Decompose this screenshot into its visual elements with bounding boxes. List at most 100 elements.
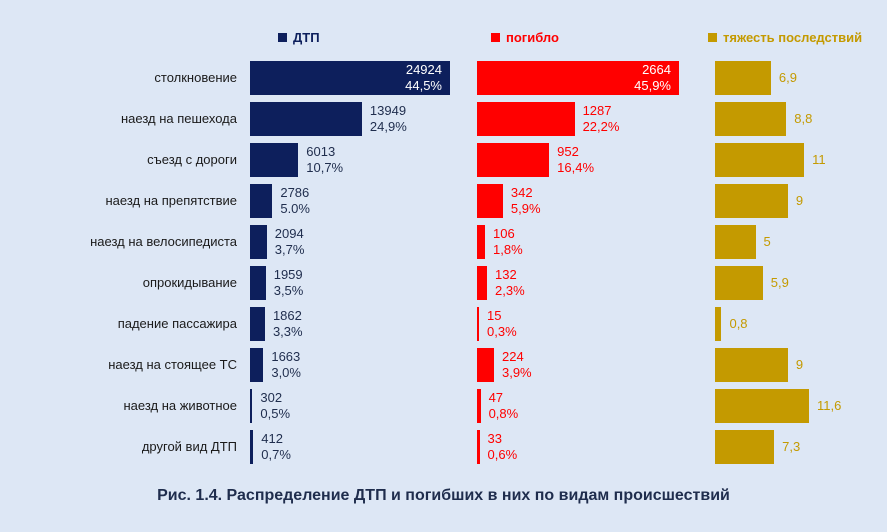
data-value: 1862 xyxy=(272,308,302,323)
data-percent: 45,9% xyxy=(634,78,671,93)
data-value: 15 xyxy=(487,308,502,323)
bar-2 xyxy=(715,307,722,341)
data-label-1: 33 0,6% xyxy=(488,431,518,463)
data-percent: 3,7% xyxy=(274,242,305,257)
data-percent: 1,8% xyxy=(493,242,523,257)
legend-item-1: погибло xyxy=(491,30,559,45)
data-label-2: 11 xyxy=(812,152,826,167)
data-label-2: 7,3 xyxy=(782,439,801,454)
bar-2 xyxy=(715,143,805,177)
data-value: 952 xyxy=(557,144,579,159)
category-label: наезд на велосипедиста xyxy=(90,234,237,249)
category-label: столкновение xyxy=(154,70,237,85)
data-value: 2094 xyxy=(274,226,304,241)
data-label-0: 302 0,5% xyxy=(260,390,290,422)
data-label-0: 2786 5.0% xyxy=(280,185,310,217)
bar-1 xyxy=(477,389,481,423)
bar-1 xyxy=(477,266,487,300)
data-label-1: 106 1,8% xyxy=(493,226,523,258)
data-label-0: 24924 44,5% xyxy=(390,62,442,94)
data-percent: 3,5% xyxy=(273,283,304,298)
legend-item-0: ДТП xyxy=(278,30,320,45)
data-percent: 5.0% xyxy=(280,201,310,216)
data-label-1: 2664 45,9% xyxy=(619,62,671,94)
data-value: 6013 xyxy=(306,144,336,159)
bar-0 xyxy=(250,348,264,382)
data-percent: 3,9% xyxy=(501,365,532,380)
data-percent: 3,3% xyxy=(272,324,303,339)
category-label: наезд на животное xyxy=(123,398,237,413)
bar-1 xyxy=(477,430,480,464)
data-value: 2786 xyxy=(280,185,310,200)
data-value: 1663 xyxy=(271,349,301,364)
data-value: 412 xyxy=(261,431,283,446)
data-value: 33 xyxy=(487,431,502,446)
data-label-2: 11,6 xyxy=(817,398,842,413)
legend-item-2: тяжесть последствий xyxy=(708,30,862,45)
data-value: 106 xyxy=(493,226,515,241)
data-label-2: 0,8 xyxy=(729,316,748,331)
category-label: падение пассажира xyxy=(117,316,237,331)
data-label-2: 5 xyxy=(763,234,771,249)
legend-swatch xyxy=(278,33,287,42)
category-label: наезд на пешехода xyxy=(120,111,237,126)
data-percent: 16,4% xyxy=(557,160,595,175)
bar-2 xyxy=(715,184,788,218)
data-percent: 0,7% xyxy=(261,447,291,462)
bar-1 xyxy=(477,102,575,136)
data-value: 24924 xyxy=(405,62,442,77)
category-label: опрокидывание xyxy=(142,275,237,290)
bar-0 xyxy=(250,184,273,218)
data-label-1: 1287 22,2% xyxy=(583,103,620,135)
data-label-0: 1959 3,5% xyxy=(274,267,304,299)
category-label: наезд на стоящее ТС xyxy=(108,357,237,372)
bar-0 xyxy=(250,266,266,300)
data-label-1: 224 3,9% xyxy=(502,349,532,381)
bar-1 xyxy=(477,307,479,341)
bar-1 xyxy=(477,348,494,382)
figure-caption: Рис. 1.4. Распределение ДТП и погибших в… xyxy=(157,487,730,504)
data-label-0: 1663 3,0% xyxy=(271,349,301,381)
bar-2 xyxy=(715,348,788,382)
legend-swatch xyxy=(491,33,500,42)
data-percent: 0,6% xyxy=(487,447,518,462)
bar-1 xyxy=(477,61,679,95)
data-percent: 3,0% xyxy=(271,365,301,380)
bar-2 xyxy=(715,102,787,136)
bar-1 xyxy=(477,184,503,218)
data-percent: 0,8% xyxy=(488,406,519,421)
data-percent: 44,5% xyxy=(405,78,442,93)
data-label-1: 342 5,9% xyxy=(511,185,541,217)
data-percent: 10,7% xyxy=(306,160,344,175)
data-label-2: 5,9 xyxy=(770,275,789,290)
bar-0 xyxy=(250,225,267,259)
data-value: 47 xyxy=(488,390,504,405)
bar-0 xyxy=(250,389,253,423)
bar-2 xyxy=(715,430,775,464)
data-value: 2664 xyxy=(642,62,671,77)
data-label-2: 9 xyxy=(795,357,804,372)
legend-label: тяжесть последствий xyxy=(723,30,863,45)
data-value: 342 xyxy=(510,185,533,200)
data-percent: 0,5% xyxy=(260,406,291,421)
bar-1 xyxy=(477,143,550,177)
data-value: 132 xyxy=(495,267,517,282)
data-value: 1287 xyxy=(582,103,612,118)
data-label-0: 1862 3,3% xyxy=(273,308,303,340)
category-label: другой вид ДТП xyxy=(141,439,237,454)
data-label-0: 412 0,7% xyxy=(261,431,291,463)
data-percent: 24,9% xyxy=(369,119,407,134)
data-label-0: 13949 24,9% xyxy=(370,103,407,135)
bar-2 xyxy=(715,61,771,95)
bar-1 xyxy=(477,225,486,259)
bar-2 xyxy=(715,266,763,300)
data-value: 302 xyxy=(260,390,283,405)
legend-label: ДТП xyxy=(293,30,320,45)
data-label-1: 15 0,3% xyxy=(487,308,517,340)
data-label-0: 6013 10,7% xyxy=(306,144,343,176)
bar-2 xyxy=(715,225,756,259)
legend-swatch xyxy=(708,33,717,42)
data-value: 13949 xyxy=(369,103,407,118)
data-label-0: 2094 3,7% xyxy=(275,226,305,258)
bar-2 xyxy=(715,389,809,423)
